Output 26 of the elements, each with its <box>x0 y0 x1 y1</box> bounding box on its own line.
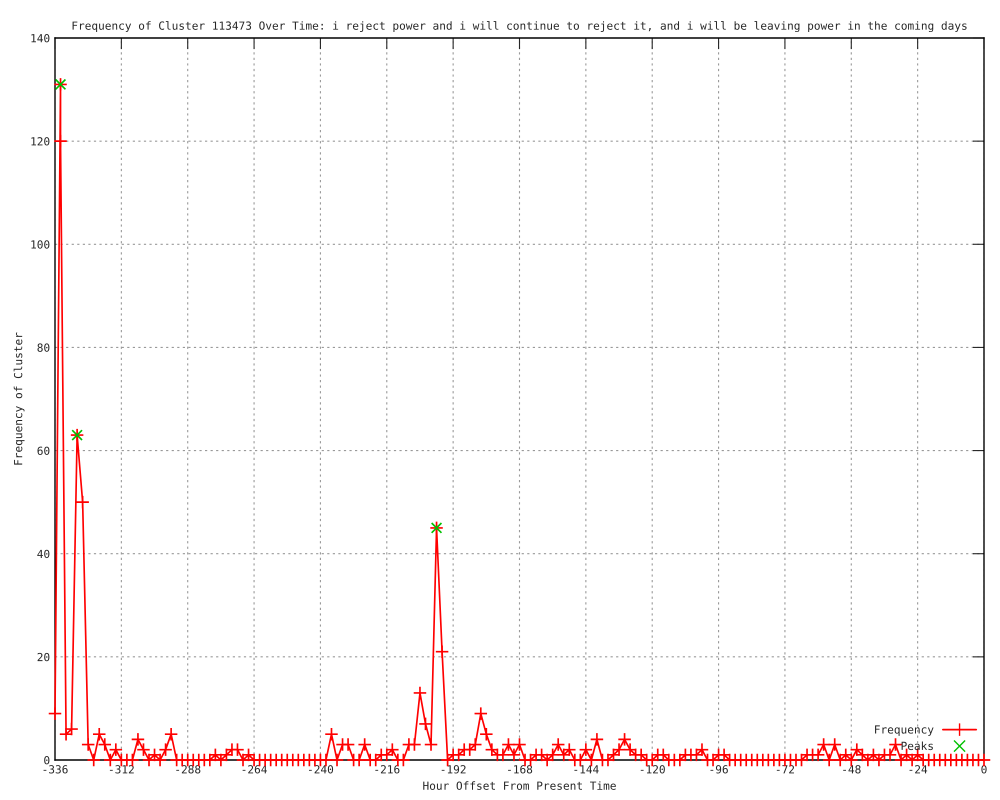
x-tick-label: -144 <box>574 765 599 774</box>
chart-title: Frequency of Cluster 113473 Over Time: i reject power and i will continue to reject it, and i will be leaving power in the coming days <box>72 21 967 32</box>
x-tick-label: -168 <box>508 765 532 774</box>
x-tick-label: -192 <box>442 765 466 774</box>
x-tick-label: -120 <box>640 765 665 774</box>
x-tick-label: -288 <box>176 765 200 774</box>
x-tick-label: -24 <box>910 765 928 774</box>
x-tick-label: -264 <box>242 765 267 774</box>
y-tick-label: 40 <box>37 550 50 558</box>
y-tick-label: 80 <box>37 343 50 352</box>
y-tick-label: 120 <box>31 137 50 146</box>
y-tick-label: 100 <box>31 240 50 249</box>
y-tick-label: 0 <box>44 756 50 764</box>
x-tick-label: -312 <box>110 765 134 774</box>
x-tick-label: -216 <box>375 765 400 774</box>
x-tick-label: -336 <box>44 765 68 774</box>
y-tick-label: 140 <box>31 34 50 42</box>
x-tick-label: -240 <box>308 765 334 774</box>
legend-label: Peaks <box>902 741 933 750</box>
x-tick-label: -96 <box>710 765 728 774</box>
legend-label: Frequency <box>875 725 934 736</box>
y-tick-label: 20 <box>38 652 50 662</box>
x-tick-label: -48 <box>843 765 861 774</box>
y-tick-label: 60 <box>37 446 50 455</box>
y-axis-title: Frequency of Cluster <box>14 332 25 465</box>
x-axis-title: Hour Offset From Present Time <box>423 781 616 790</box>
